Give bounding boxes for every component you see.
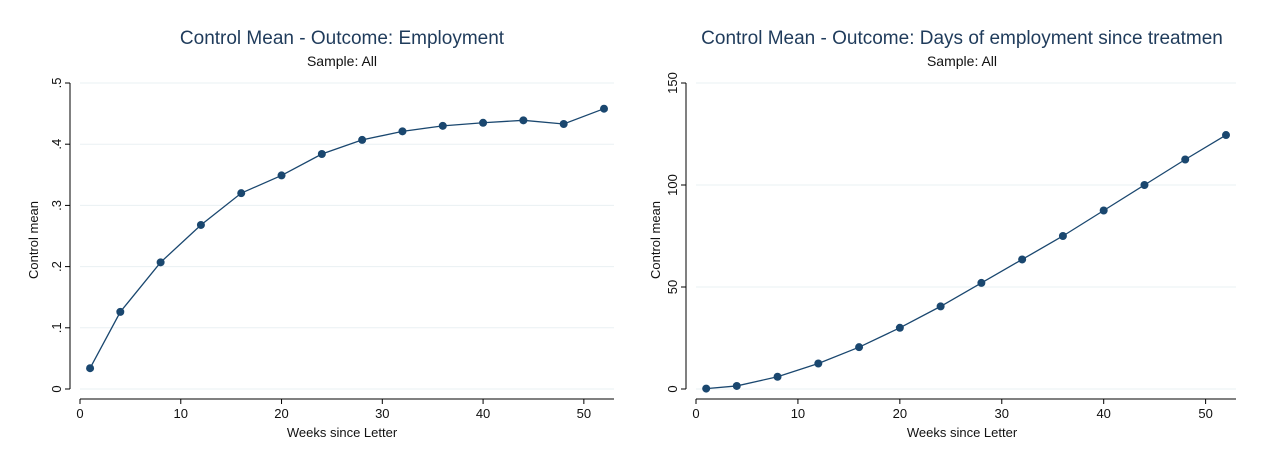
x-tick-label: 40	[476, 406, 490, 421]
plot-area: 0 50 100 150 0 10 20 30 40 50	[665, 72, 1236, 421]
y-tick-label: 50	[665, 280, 680, 294]
data-point	[600, 104, 608, 113]
y-tick-label: .2	[49, 261, 64, 272]
y-tick-label: .1	[49, 322, 64, 333]
data-point	[237, 189, 246, 198]
chart-subtitle: Sample: All	[927, 53, 997, 69]
x-tick-label: 0	[76, 406, 83, 421]
chart-title: Control Mean - Outcome: Employment	[180, 28, 505, 49]
data-point	[977, 278, 986, 287]
x-tick-label: 30	[995, 406, 1009, 421]
chart-days-employment: 0 50 100 150 0 10 20 30 40 50 Control Mean - Outc…	[648, 28, 1236, 440]
x-tick-label: 50	[577, 406, 591, 421]
series-line	[89, 108, 605, 369]
y-axis-label: Control mean	[648, 201, 663, 279]
x-tick-label: 20	[893, 406, 907, 421]
data-point	[559, 120, 568, 129]
series-line	[706, 134, 1227, 390]
data-point	[317, 149, 326, 158]
data-point	[1099, 206, 1108, 215]
chart-title: Control Mean - Outcome: Days of employme…	[701, 28, 1223, 49]
data-point	[1181, 155, 1190, 164]
data-point	[277, 171, 286, 180]
x-tick-label: 20	[274, 406, 288, 421]
x-tick-label: 10	[174, 406, 188, 421]
y-tick-label: .4	[49, 139, 64, 150]
x-tick-label: 0	[692, 406, 699, 421]
data-point	[773, 372, 782, 381]
chart-subtitle: Sample: All	[307, 53, 377, 69]
x-tick-label: 30	[375, 406, 389, 421]
x-axis-label: Weeks since Letter	[907, 425, 1018, 440]
chart-panel-days-employment: 0 50 100 150 0 10 20 30 40 50 Control Mean - Outc…	[632, 0, 1264, 455]
data-point	[732, 381, 741, 390]
data-point	[895, 323, 904, 332]
data-point	[1222, 131, 1230, 140]
y-tick-label: .3	[49, 200, 64, 211]
y-tick-label: 0	[49, 385, 64, 392]
data-point	[196, 220, 205, 229]
y-tick-label: .5	[49, 78, 64, 89]
y-axis-label: Control mean	[26, 201, 41, 279]
data-point	[358, 135, 367, 144]
chart-employment: 0 .1 .2 .3 .4 .5 0 10 20 30 40 50 Control Mean - Ou…	[26, 28, 614, 440]
data-point	[1058, 232, 1067, 240]
x-axis-label: Weeks since Letter	[287, 425, 398, 440]
data-point	[519, 116, 528, 125]
data-point	[479, 118, 488, 127]
data-point	[398, 127, 407, 136]
data-point	[855, 343, 864, 352]
x-tick-label: 50	[1198, 406, 1212, 421]
y-tick-label: 100	[665, 174, 680, 196]
data-point	[116, 307, 125, 316]
y-tick-label: 0	[665, 385, 680, 392]
data-point	[1140, 181, 1149, 189]
data-point	[702, 384, 711, 393]
data-point	[936, 302, 945, 311]
x-tick-label: 40	[1096, 406, 1110, 421]
data-point	[156, 258, 165, 267]
x-tick-label: 10	[791, 406, 805, 421]
chart-panel-employment: 0 .1 .2 .3 .4 .5 0 10 20 30 40 50 Control Mean - Ou…	[26, 28, 614, 440]
data-point	[814, 359, 823, 368]
data-point	[86, 364, 95, 373]
plot-area: 0 .1 .2 .3 .4 .5 0 10 20 30 40 50	[49, 78, 614, 421]
data-point	[1018, 255, 1027, 264]
data-point	[438, 121, 447, 130]
y-tick-label: 150	[665, 72, 680, 94]
